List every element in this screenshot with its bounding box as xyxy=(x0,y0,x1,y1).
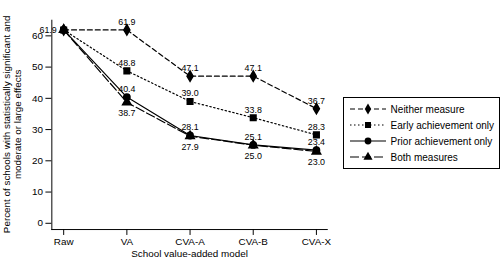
svg-text:25.1: 25.1 xyxy=(244,131,262,142)
svg-text:CVA-B: CVA-B xyxy=(239,236,269,247)
svg-text:28.1: 28.1 xyxy=(181,122,199,133)
svg-text:36.7: 36.7 xyxy=(308,96,325,106)
svg-text:Raw: Raw xyxy=(54,236,75,247)
svg-text:10: 10 xyxy=(32,186,43,197)
svg-text:30: 30 xyxy=(32,124,43,135)
svg-text:23.0: 23.0 xyxy=(308,157,325,167)
html-text:Early achievement only: Early achievement only xyxy=(390,119,494,131)
html-text:Neither measure: Neither measure xyxy=(390,103,465,115)
svg-text:23.4: 23.4 xyxy=(307,137,326,148)
svg-text:39.0: 39.0 xyxy=(181,88,198,98)
svg-text:61.9: 61.9 xyxy=(118,17,135,27)
svg-text:27.9: 27.9 xyxy=(181,142,198,152)
svg-text:50: 50 xyxy=(32,61,43,72)
svg-text:61.9: 61.9 xyxy=(39,25,56,35)
svg-text:60: 60 xyxy=(32,30,43,41)
svg-text:48.8: 48.8 xyxy=(118,58,135,68)
svg-text:20: 20 xyxy=(32,155,43,166)
svg-text:School value-added model: School value-added model xyxy=(131,248,248,259)
svg-text:38.7: 38.7 xyxy=(118,108,135,118)
svg-text:40: 40 xyxy=(32,92,43,103)
svg-text:40.4: 40.4 xyxy=(118,84,135,94)
html-text:Both measures: Both measures xyxy=(390,151,458,163)
svg-text:CVA-A: CVA-A xyxy=(175,236,205,247)
svg-text:28.3: 28.3 xyxy=(308,122,325,132)
svg-text:Percent of schools with statis: Percent of schools with statistically si… xyxy=(1,16,23,234)
svg-text:0: 0 xyxy=(37,217,43,228)
svg-text:CVA-X: CVA-X xyxy=(302,236,332,247)
svg-text:47.1: 47.1 xyxy=(181,63,198,73)
html-text:Prior achievement only: Prior achievement only xyxy=(390,135,493,147)
svg-text:VA: VA xyxy=(121,236,134,247)
svg-text:47.1: 47.1 xyxy=(245,63,262,73)
svg-text:33.8: 33.8 xyxy=(245,105,262,115)
svg-text:25.0: 25.0 xyxy=(245,151,262,161)
